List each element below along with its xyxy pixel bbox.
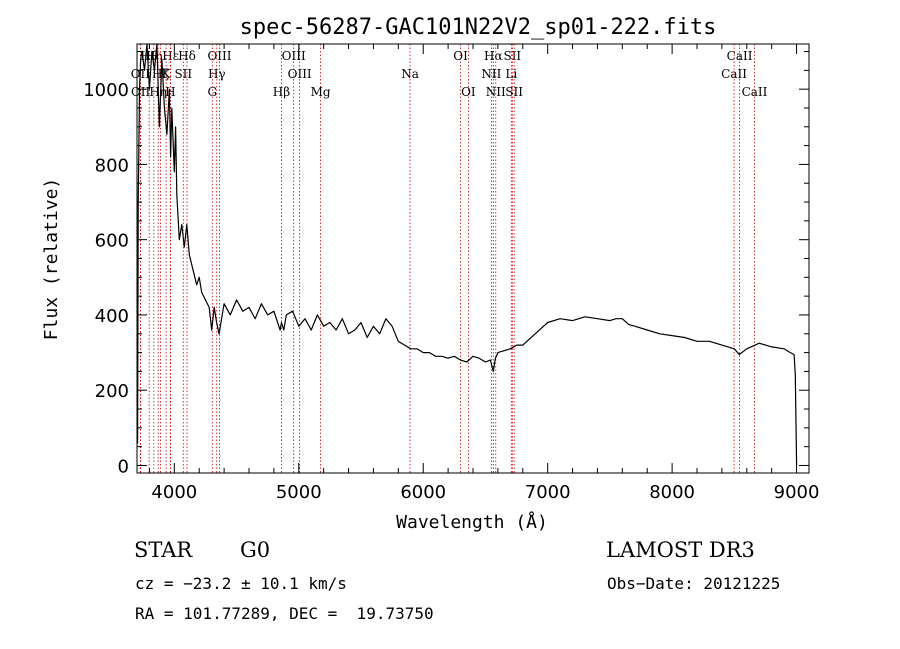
spectral-line-label: Hγ <box>208 67 226 81</box>
spectral-line-label: K <box>162 67 172 81</box>
survey-label: LAMOST DR3 <box>606 538 755 562</box>
spectral-line-label: SII <box>174 67 192 81</box>
y-tick-label: 0 <box>118 456 129 477</box>
x-tick-label: 6000 <box>400 482 446 503</box>
spectral-line-label: Li <box>505 67 517 81</box>
x-tick-label: 7000 <box>525 482 571 503</box>
plot-frame <box>136 43 810 474</box>
spectral-line-label: NII <box>481 67 501 81</box>
spectral-line-label: NII <box>486 85 506 99</box>
y-tick-label: 1000 <box>83 80 129 101</box>
spectral-line-label: G <box>207 85 217 99</box>
spectral-line-label: OI <box>453 49 468 63</box>
y-tick-label: 200 <box>95 381 129 402</box>
chart-title: spec-56287-GAC101N22V2_sp01-222.fits <box>240 15 717 40</box>
data-layer <box>136 43 798 466</box>
spectral-line-label: OIII <box>288 67 312 81</box>
spectral-line-label: SII <box>505 85 523 99</box>
spectral-line-label: OIII <box>282 49 306 63</box>
spectral-line-label: Hδ <box>178 49 196 63</box>
spectral-line-label: CaII <box>742 85 768 99</box>
redshift-text: cz = −23.2 ± 10.1 km/s <box>135 574 347 593</box>
y-tick-label: 600 <box>95 231 129 252</box>
x-tick-label: 8000 <box>649 482 695 503</box>
obs-date-text: Obs−Date: 20121225 <box>607 574 781 593</box>
spectral-line-label: SII <box>503 49 521 63</box>
spectral-line-label: H <box>165 85 175 99</box>
x-tick-label: 9000 <box>774 482 820 503</box>
spectral-line-label: OI <box>461 85 476 99</box>
spectral-line-label: Hα <box>484 49 503 63</box>
spectral-line-label: OIII <box>207 49 231 63</box>
spectral-line-label: OII <box>131 85 151 99</box>
x-axis-title: Wavelength (Å) <box>396 511 548 533</box>
spectral-line-label: CaII <box>721 67 747 81</box>
spectral-line-label: Na <box>401 67 419 81</box>
spectral-line-label: Mg <box>311 85 331 99</box>
y-tick-label: 800 <box>95 155 129 176</box>
y-axis-title: Flux (relative) <box>41 178 62 341</box>
axes-layer: 4000 5000 6000 7000 8000 9000 0 200 400 600 800 100… <box>83 44 819 503</box>
y-tick-label: 400 <box>95 306 129 327</box>
coordinates-text: RA = 101.77289, DEC = 19.73750 <box>135 604 434 623</box>
x-tick-label: 4000 <box>151 482 197 503</box>
spectrum-series-line <box>136 43 798 466</box>
spectral-line-label: Hβ <box>273 85 290 99</box>
object-subclass: G0 <box>240 538 271 562</box>
x-tick-label: 5000 <box>276 482 322 503</box>
object-class: STAR <box>134 538 193 562</box>
spectral-line-label: CaII <box>727 49 753 63</box>
